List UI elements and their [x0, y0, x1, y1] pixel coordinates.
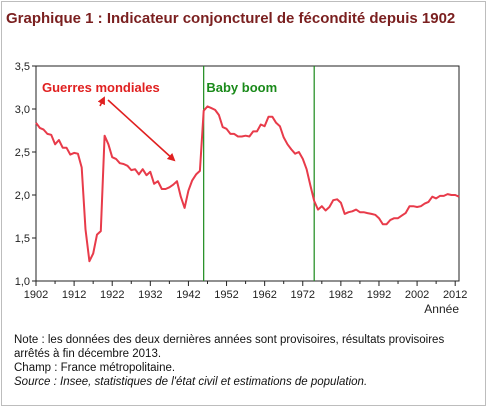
x-tick-label: 1912	[62, 289, 86, 301]
y-tick-label: 1,5	[15, 233, 30, 245]
x-tick-label: 1932	[138, 289, 162, 301]
x-tick-label: 1952	[214, 289, 238, 301]
x-tick-label: 1922	[100, 289, 124, 301]
x-tick-label: 1972	[291, 289, 315, 301]
x-tick-label: 1942	[176, 289, 200, 301]
annotation-guerres-mondiales: Guerres mondiales	[42, 80, 160, 95]
y-tick-label: 3,5	[15, 61, 30, 73]
x-tick-label: 2012	[443, 289, 467, 301]
y-tick-label: 2,0	[15, 190, 30, 202]
baby-boom-markers	[203, 66, 315, 281]
x-tick-label: 1962	[252, 289, 276, 301]
arrow-ww1	[97, 96, 105, 107]
plot-area-border	[35, 65, 460, 282]
notes: Note : les données des deux dernières an…	[14, 333, 474, 389]
arrow-ww2	[107, 99, 176, 162]
y-tick-label: 3,0	[15, 104, 30, 116]
champ-text: Champ : France métropolitaine.	[14, 362, 176, 374]
annotation-baby-boom: Baby boom	[206, 80, 277, 95]
x-tick-label: 1902	[24, 289, 48, 301]
y-tick-label: 1,0	[15, 276, 30, 288]
x-tick-label: 2002	[405, 289, 429, 301]
series-lines	[35, 105, 460, 263]
x-axis-label: Année	[424, 302, 459, 316]
x-tick-label: 1982	[329, 289, 353, 301]
annotations: Guerres mondiales Baby boom	[42, 80, 277, 162]
chart-title: Graphique 1 : Indicateur conjoncturel de…	[6, 10, 456, 27]
series-line	[35, 105, 460, 263]
y-tick-label: 2,5	[15, 147, 30, 159]
axes: 1,0 1,5 2,0 2,5 3,0 3,5 1902 1912 1922 1932 1942 19…	[15, 61, 468, 316]
x-tick-label: 1992	[367, 289, 391, 301]
note-text: Note : les données des deux dernières an…	[14, 334, 445, 360]
source-text: Source : Insee, statistiques de l'état c…	[14, 376, 368, 388]
